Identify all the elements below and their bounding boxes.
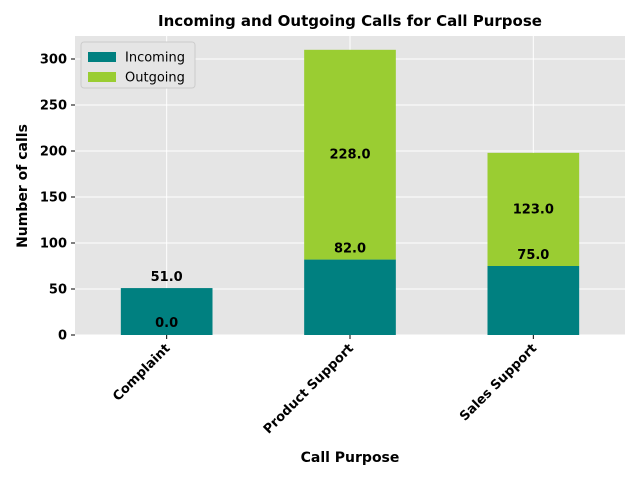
data-label-incoming-1: 82.0 bbox=[334, 242, 366, 257]
legend-label-incoming: Incoming bbox=[125, 51, 185, 66]
x-tick-label: Product Support bbox=[261, 341, 357, 437]
legend: Incoming Outgoing bbox=[80, 41, 196, 89]
y-tick-label: 50 bbox=[49, 283, 67, 298]
y-tick-label: 150 bbox=[40, 191, 67, 206]
bar-outgoing-2 bbox=[487, 152, 580, 266]
data-labels: 51.0 82.0 75.0 0.0 228.0 123.0 bbox=[151, 148, 554, 331]
y-tick-label: 100 bbox=[40, 237, 67, 252]
x-tick-label: Complaint bbox=[110, 341, 173, 404]
legend-swatch-outgoing bbox=[88, 72, 116, 82]
y-tick-label: 0 bbox=[58, 329, 67, 344]
data-label-incoming-2: 75.0 bbox=[517, 248, 549, 263]
legend-swatch-incoming bbox=[88, 52, 116, 62]
legend-label-outgoing: Outgoing bbox=[125, 71, 185, 86]
bar-outgoing-1 bbox=[304, 49, 396, 260]
data-label-incoming-0: 51.0 bbox=[151, 270, 183, 285]
bar-incoming-0 bbox=[120, 288, 213, 335]
y-tick-label: 300 bbox=[40, 53, 67, 68]
x-axis-label: Call Purpose bbox=[301, 450, 400, 466]
data-label-outgoing-2: 123.0 bbox=[513, 202, 554, 217]
bar-incoming-1 bbox=[304, 259, 396, 335]
x-tick-label: Sales Support bbox=[457, 341, 540, 424]
y-tick-label: 250 bbox=[40, 99, 67, 114]
bars bbox=[120, 49, 580, 335]
data-label-outgoing-1: 228.0 bbox=[329, 148, 370, 163]
chart-title: Incoming and Outgoing Calls for Call Pur… bbox=[158, 12, 542, 30]
y-axis-label: Number of calls bbox=[15, 124, 31, 248]
y-tick-label: 200 bbox=[40, 145, 67, 160]
data-label-outgoing-0: 0.0 bbox=[155, 316, 178, 331]
bar-incoming-2 bbox=[487, 266, 580, 335]
y-axis-ticks: 0 50 100 150 200 250 300 bbox=[40, 53, 75, 344]
x-axis-ticks: Complaint Product Support Sales Support bbox=[110, 335, 540, 437]
